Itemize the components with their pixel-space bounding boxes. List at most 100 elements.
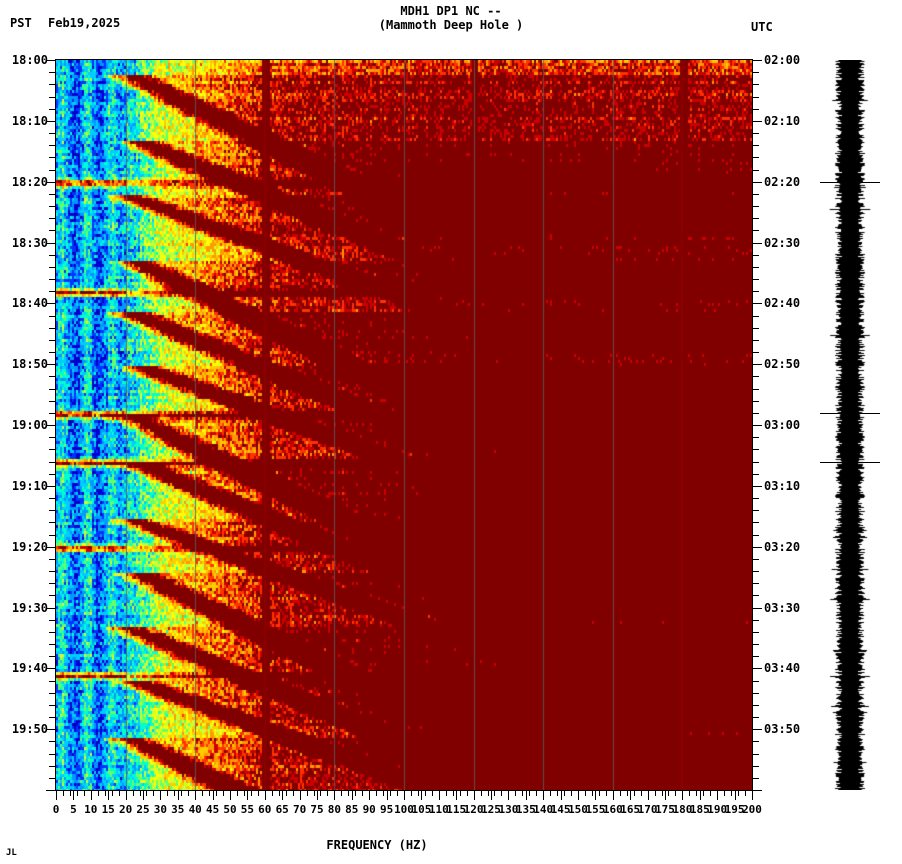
time-tick [753,109,759,110]
time-tick [49,255,55,256]
frequency-label: 85 [345,803,359,816]
frequency-tick [247,791,248,800]
time-label-pst: 18:30 [11,236,48,250]
time-tick [49,449,55,450]
frequency-tick [216,791,217,796]
time-tick [753,84,759,85]
time-tick [49,510,55,511]
frequency-tick [700,791,701,800]
seismogram-strip[interactable] [820,60,880,790]
time-label-pst: 19:50 [11,722,48,736]
time-tick [49,644,55,645]
time-label-utc: 02:10 [764,114,801,128]
time-tick [753,328,759,329]
time-tick [49,84,55,85]
time-tick [753,717,759,718]
time-label-pst: 18:20 [11,175,48,189]
time-tick [753,255,759,256]
frequency-label: 140 [533,803,554,816]
time-tick [753,595,759,596]
time-tick [753,608,762,609]
frequency-tick [108,791,109,800]
frequency-tick [352,791,353,800]
frequency-label: 130 [498,803,519,816]
frequency-tick [578,791,579,800]
time-label-pst: 18:10 [11,114,48,128]
spectrogram-canvas [56,60,752,790]
frequency-tick [630,791,631,800]
frequency-tick [63,791,64,796]
time-tick [753,303,762,304]
time-tick [753,632,759,633]
spectrogram-plot[interactable] [56,60,752,790]
frequency-tick [112,791,113,796]
time-tick [49,230,55,231]
frequency-tick [641,791,642,796]
time-tick [49,741,55,742]
time-label-pst: 19:00 [11,418,48,432]
frequency-label: 20 [118,803,133,816]
time-tick [753,267,759,268]
time-tick [753,522,759,523]
time-label-pst: 18:00 [11,53,48,67]
frequency-tick [595,791,596,800]
time-tick [753,389,759,390]
frequency-tick [488,791,489,796]
frequency-tick [355,791,356,796]
time-tick [753,754,759,755]
frequency-tick [494,791,495,796]
frequency-tick [307,791,308,796]
frequency-tick [317,791,318,800]
frequency-tick [237,791,238,796]
time-label-utc: 02:40 [764,296,801,310]
time-label-utc: 03:20 [764,540,801,554]
frequency-tick [655,791,656,796]
time-tick [753,194,759,195]
frequency-tick [143,791,144,800]
axis-line-top [55,59,753,60]
frequency-tick [717,791,718,800]
frequency-tick [286,791,287,796]
frequency-tick [585,791,586,796]
frequency-label: 25 [136,803,150,816]
frequency-tick [188,791,189,796]
frequency-label: 40 [188,803,202,816]
time-tick [49,754,55,755]
time-label-utc: 03:30 [764,601,801,615]
time-tick [753,72,759,73]
frequency-tick [174,791,175,796]
time-label-utc: 03:10 [764,479,801,493]
frequency-tick [745,791,746,796]
frequency-tick [251,791,252,796]
frequency-label: 105 [411,803,432,816]
frequency-tick [606,791,607,796]
frequency-tick [140,791,141,796]
frequency-tick [387,791,388,800]
frequency-tick [167,791,168,796]
frequency-tick [70,791,71,796]
frequency-axis-title: FREQUENCY (HZ) [326,838,428,852]
frequency-label: 145 [550,803,571,816]
time-tick [49,474,55,475]
frequency-label: 10 [84,803,98,816]
axis-line-bottom [55,790,753,791]
time-tick [49,413,55,414]
frequency-tick [390,791,391,796]
time-tick [49,632,55,633]
frequency-label: 0 [52,803,60,816]
frequency-tick [453,791,454,796]
time-tick [49,145,55,146]
time-tick [46,486,55,487]
time-label-utc: 02:50 [764,357,801,371]
frequency-tick [627,791,628,796]
time-tick [49,401,55,402]
time-tick [753,413,759,414]
time-label-pst: 18:40 [11,296,48,310]
frequency-label: 155 [585,803,606,816]
frequency-tick [320,791,321,796]
time-tick [753,656,759,657]
time-tick [49,97,55,98]
frequency-tick [536,791,537,796]
frequency-tick [223,791,224,796]
time-label-pst: 19:30 [11,601,48,615]
